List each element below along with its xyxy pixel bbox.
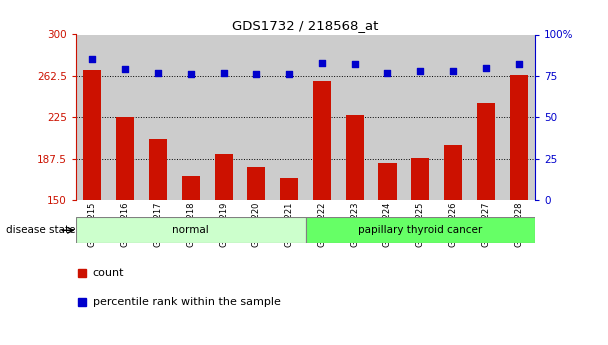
- Bar: [502, 34, 535, 200]
- Point: [481, 65, 491, 70]
- Bar: [240, 34, 273, 200]
- Bar: [477, 103, 495, 200]
- Bar: [313, 81, 331, 200]
- Bar: [411, 158, 429, 200]
- Bar: [149, 139, 167, 200]
- Bar: [273, 34, 305, 200]
- Bar: [280, 178, 298, 200]
- Bar: [76, 34, 109, 200]
- Bar: [378, 162, 396, 200]
- Title: GDS1732 / 218568_at: GDS1732 / 218568_at: [232, 19, 379, 32]
- Point: [153, 70, 163, 75]
- Point: [88, 57, 97, 62]
- Bar: [437, 34, 469, 200]
- Bar: [305, 217, 535, 243]
- Text: papillary thyroid cancer: papillary thyroid cancer: [358, 225, 482, 235]
- Bar: [404, 34, 437, 200]
- Point: [415, 68, 425, 74]
- Text: percentile rank within the sample: percentile rank within the sample: [92, 297, 280, 307]
- Bar: [142, 34, 174, 200]
- Bar: [346, 115, 364, 200]
- Point: [120, 67, 130, 72]
- Bar: [182, 176, 200, 200]
- Bar: [305, 34, 338, 200]
- Text: normal: normal: [173, 225, 209, 235]
- Point: [317, 60, 326, 66]
- Point: [186, 71, 196, 77]
- Point: [350, 61, 359, 67]
- Bar: [338, 34, 371, 200]
- Bar: [247, 167, 265, 200]
- Bar: [215, 154, 233, 200]
- Text: disease state: disease state: [6, 225, 75, 235]
- Bar: [207, 34, 240, 200]
- Text: count: count: [92, 268, 124, 278]
- Point: [252, 71, 261, 77]
- Point: [285, 71, 294, 77]
- Bar: [116, 117, 134, 200]
- Bar: [510, 75, 528, 200]
- Bar: [83, 70, 102, 200]
- Bar: [469, 34, 502, 200]
- Bar: [174, 34, 207, 200]
- Bar: [444, 145, 462, 200]
- Bar: [371, 34, 404, 200]
- Point: [514, 61, 523, 67]
- Point: [382, 70, 392, 75]
- Bar: [76, 217, 305, 243]
- Point: [219, 70, 229, 75]
- Point: [448, 68, 458, 74]
- Bar: [109, 34, 142, 200]
